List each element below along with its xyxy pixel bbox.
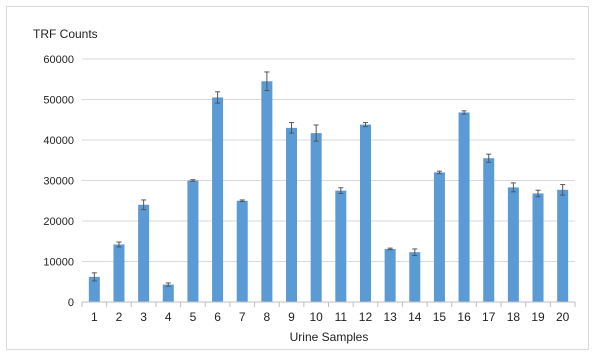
bar (359, 124, 371, 302)
error-bar (190, 179, 196, 182)
x-tick-label: 6 (214, 310, 221, 324)
chart-frame: TRF Counts 0 10000 20000 30000 40000 50000 600… (6, 6, 589, 350)
error-bar (289, 122, 295, 134)
x-tick-label: 14 (408, 310, 422, 324)
bar (113, 244, 125, 302)
bar (310, 133, 322, 302)
error-bar (141, 199, 147, 211)
x-tick-label: 20 (556, 310, 570, 324)
x-axis-title: Urine Samples (290, 330, 369, 344)
x-tick-labels: 1 2 3 4 5 6 7 8 9 10 11 12 13 14 15 16 17 18 19 20 (91, 310, 570, 324)
error-bar (264, 71, 270, 92)
error-bar (510, 182, 516, 193)
error-bar (461, 110, 467, 115)
y-tick-label: 30000 (43, 176, 74, 188)
x-tick-label: 2 (116, 310, 123, 324)
bar (384, 248, 396, 302)
bar (286, 127, 298, 302)
bars (88, 81, 569, 303)
error-bar (535, 189, 541, 198)
y-tick-label: 0 (68, 297, 74, 309)
bar (483, 158, 495, 302)
error-bar (313, 124, 319, 142)
error-bar (215, 91, 221, 104)
error-bars (91, 71, 566, 287)
x-axis (81, 301, 576, 307)
x-tick-label: 1 (91, 310, 98, 324)
bar (88, 276, 100, 302)
error-bar (165, 282, 171, 287)
error-bar (362, 122, 368, 128)
bar (409, 252, 421, 302)
x-tick-label: 18 (507, 310, 521, 324)
bar (335, 190, 347, 302)
y-tick-label: 20000 (43, 216, 74, 228)
error-bar (436, 170, 442, 175)
y-tick-label: 40000 (43, 135, 74, 147)
error-bar (387, 247, 393, 251)
error-bar (412, 248, 418, 256)
x-tick-label: 10 (309, 310, 323, 324)
x-tick-label: 17 (482, 310, 496, 324)
x-tick-label: 19 (531, 310, 545, 324)
bar (458, 112, 470, 303)
x-tick-label: 15 (433, 310, 447, 324)
error-bar (560, 184, 566, 196)
y-tick-labels: 0 10000 20000 30000 40000 50000 60000 (43, 54, 74, 309)
y-tick-label: 10000 (43, 257, 74, 269)
bar (212, 97, 224, 302)
bar (532, 193, 544, 302)
x-tick-label: 5 (190, 310, 197, 324)
x-tick-label: 12 (359, 310, 373, 324)
x-tick-label: 8 (264, 310, 271, 324)
error-bar (91, 272, 97, 282)
error-bar (239, 199, 245, 203)
error-bar (116, 241, 122, 248)
bar (557, 189, 569, 302)
x-tick-label: 16 (457, 310, 471, 324)
bar (138, 204, 150, 302)
x-tick-label: 11 (335, 310, 348, 324)
x-tick-label: 9 (288, 310, 295, 324)
error-bar (338, 187, 344, 194)
bar (507, 187, 519, 302)
y-tick-label: 50000 (43, 95, 74, 107)
bar (261, 81, 273, 303)
x-tick-label: 13 (383, 310, 397, 324)
gridlines (82, 58, 575, 262)
bar (162, 284, 174, 302)
x-tick-label: 3 (140, 310, 147, 324)
bar (187, 180, 199, 302)
x-tick-label: 4 (165, 310, 172, 324)
y-axis-title: TRF Counts (33, 27, 98, 41)
bar (236, 200, 248, 302)
x-tick-label: 7 (239, 310, 246, 324)
bar (433, 172, 445, 302)
y-tick-label: 60000 (43, 54, 74, 66)
bar-chart: TRF Counts 0 10000 20000 30000 40000 50000 600… (33, 27, 576, 344)
error-bar (486, 153, 492, 163)
